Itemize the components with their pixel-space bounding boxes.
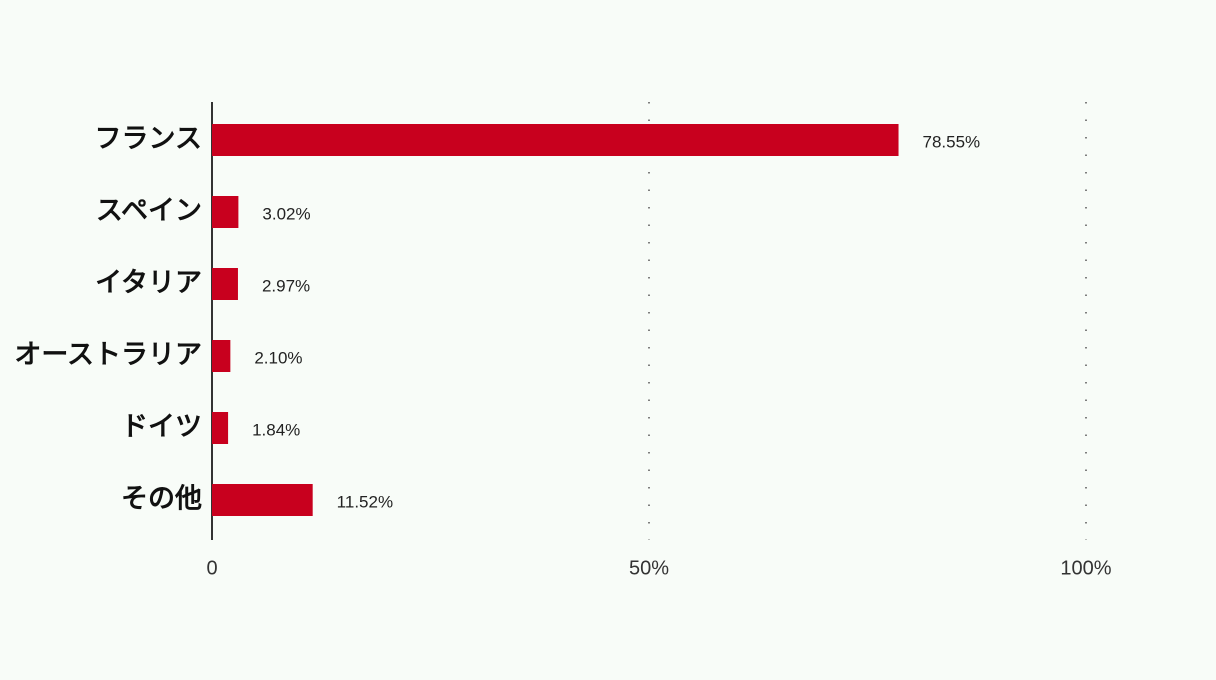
bar bbox=[212, 340, 231, 372]
bar bbox=[212, 412, 229, 444]
bar bbox=[212, 124, 899, 156]
bar bbox=[212, 268, 238, 300]
y-tick-label: その他 bbox=[121, 484, 202, 515]
data-label: 3.02% bbox=[262, 204, 310, 223]
x-tick-label: 0 bbox=[206, 557, 217, 579]
data-label: 2.97% bbox=[262, 276, 310, 295]
bar bbox=[212, 196, 239, 228]
data-label: 1.84% bbox=[252, 420, 300, 439]
x-tick-label: 50% bbox=[629, 557, 669, 579]
y-tick-label: ドイツ bbox=[121, 412, 202, 443]
data-label: 78.55% bbox=[923, 132, 981, 151]
data-label: 2.10% bbox=[254, 348, 302, 367]
y-tick-label: スペイン bbox=[96, 196, 202, 227]
x-tick-label: 100% bbox=[1060, 557, 1111, 579]
y-tick-label: イタリア bbox=[95, 268, 202, 299]
bar bbox=[212, 484, 313, 516]
data-label: 11.52% bbox=[337, 492, 393, 511]
y-tick-label: フランス bbox=[95, 124, 202, 155]
y-tick-label: オーストラリア bbox=[14, 340, 202, 371]
